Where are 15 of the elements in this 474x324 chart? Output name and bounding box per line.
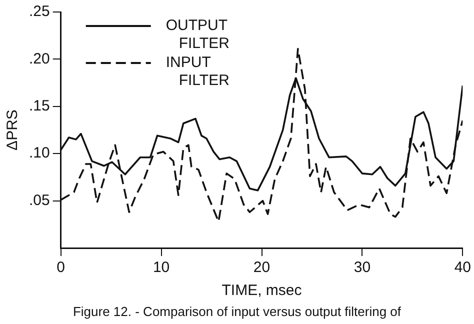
- y-axis-title: ΔPRS: [4, 110, 22, 150]
- x-tick-label: 30: [354, 259, 371, 276]
- x-tick-label: 10: [152, 259, 170, 276]
- y-tick-label: .05: [28, 192, 50, 209]
- y-tick-label: .15: [28, 98, 50, 115]
- y-tick-label: .25: [28, 3, 50, 20]
- x-tick-label: 40: [454, 259, 471, 276]
- caption: Figure 12. - Comparison of input versus output filtering of: [72, 304, 402, 319]
- x-tick-label: 0: [56, 259, 66, 276]
- legend-label: INPUT FILTER: [166, 54, 230, 90]
- legend-label: OUTPUT FILTER: [166, 17, 230, 52]
- x-tick-label: 20: [253, 259, 270, 276]
- y-tick-label: .10: [28, 144, 50, 162]
- y-tick-label: .20: [28, 50, 50, 68]
- x-axis-title: TIME, msec: [222, 282, 302, 300]
